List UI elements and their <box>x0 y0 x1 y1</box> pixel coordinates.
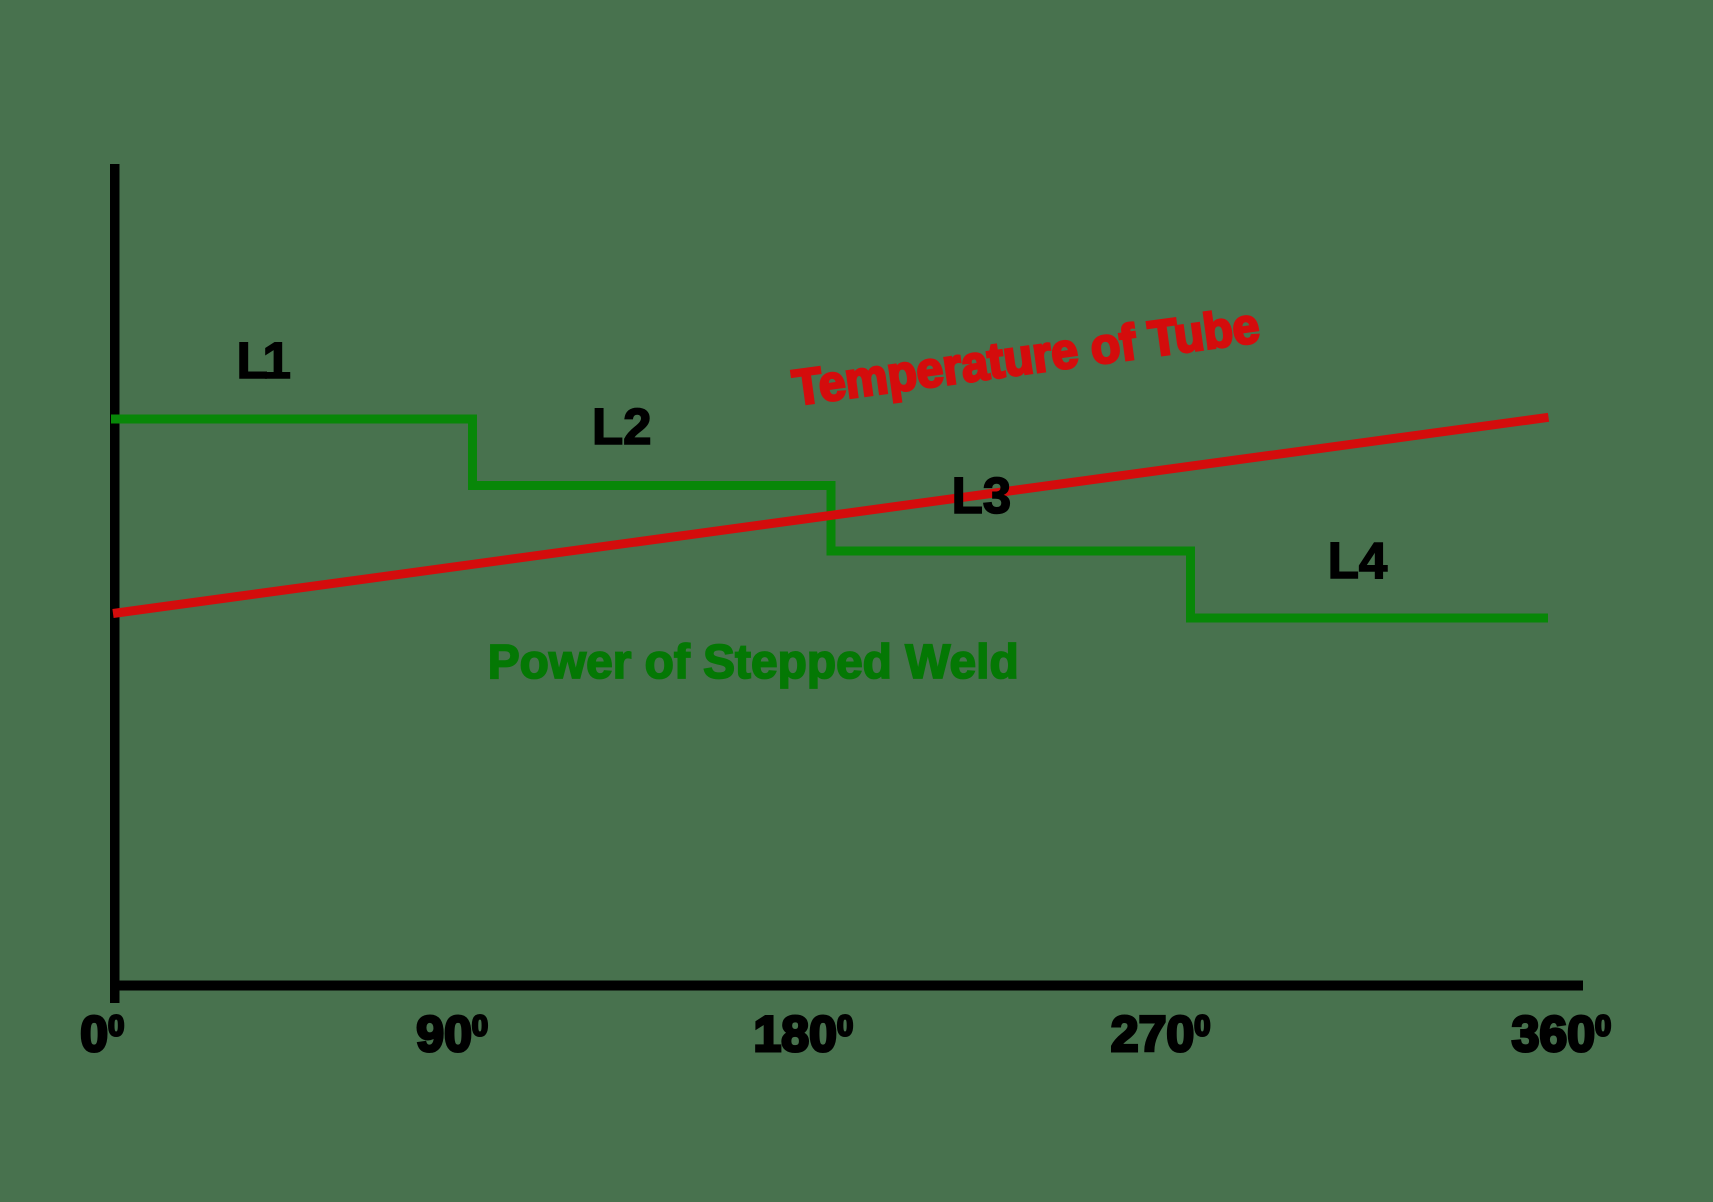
svg-text:1800: 1800 <box>754 1006 854 1062</box>
svg-text:L3: L3 <box>952 467 1012 524</box>
svg-text:Power of Stepped Weld: Power of Stepped Weld <box>488 635 1019 689</box>
svg-text:L4: L4 <box>1328 532 1388 589</box>
svg-text:Temperature of Tube: Temperature of Tube <box>789 297 1262 416</box>
svg-text:1: 1 <box>263 332 291 389</box>
svg-text:900: 900 <box>416 1006 488 1062</box>
svg-text:L: L <box>237 332 268 389</box>
svg-text:2700: 2700 <box>1111 1006 1211 1062</box>
svg-text:00: 00 <box>80 1006 124 1062</box>
svg-text:3600: 3600 <box>1512 1006 1612 1062</box>
svg-text:L2: L2 <box>592 398 652 455</box>
